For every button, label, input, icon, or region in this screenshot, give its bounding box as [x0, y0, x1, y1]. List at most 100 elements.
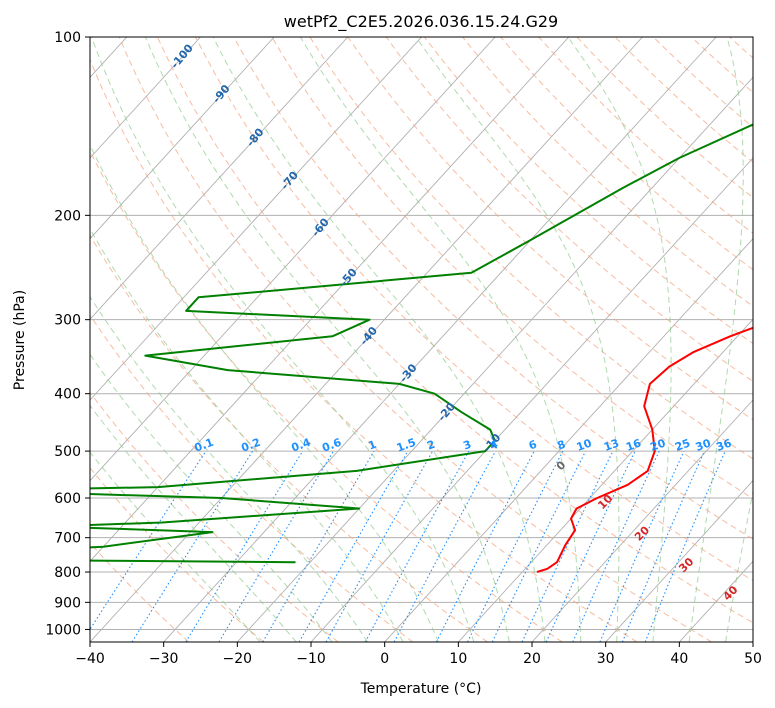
x-tick-label: −30: [149, 651, 179, 667]
mixing-ratio-label: 20: [648, 436, 667, 454]
x-tick-label: 20: [523, 651, 541, 667]
moist-adiabat-line: [90, 404, 297, 642]
mixing-ratio-line: [218, 450, 334, 642]
mixing-ratio-line: [621, 450, 706, 642]
moist-adiabat-line: [725, 488, 753, 642]
moist-adiabat-line: [688, 37, 744, 642]
dry-adiabat-line: [90, 150, 563, 642]
mixing-ratio-line: [325, 450, 434, 642]
mixing-ratio-line: [364, 450, 470, 642]
mixing-ratio-label: 3: [461, 438, 473, 453]
x-tick-label: 0: [380, 651, 389, 667]
dry-adiabat-line: [309, 37, 753, 460]
mixing-ratio-label: 16: [624, 436, 643, 454]
mixing-ratio-label: 8: [556, 438, 568, 453]
x-tick-label: 50: [744, 651, 762, 667]
dry-adiabat-line: [90, 391, 339, 642]
x-tick-label: −20: [223, 651, 253, 667]
y-ticks: 100 200 300 400 500 600 700 800 900 1000: [45, 30, 90, 638]
y-tick-label: 900: [54, 595, 81, 611]
dry-adiabat-line: [156, 37, 753, 624]
dewpoint-profile-line: [90, 123, 753, 564]
background-grid: [90, 37, 753, 642]
moist-adiabat-line: [90, 451, 261, 642]
moist-adiabat-line: [91, 37, 475, 642]
x-axis-label: Temperature (°C): [360, 681, 482, 697]
mixing-ratio-label: 0.6: [320, 436, 343, 455]
dry-adiabat-line: [500, 37, 753, 271]
x-tick-label: 10: [449, 651, 467, 667]
moist-adiabat-line: [90, 143, 439, 642]
y-tick-label: 200: [54, 208, 81, 224]
mixing-ratio-line: [298, 450, 409, 642]
y-tick-label: 1000: [45, 622, 81, 638]
moist-adiabat-line: [144, 37, 510, 642]
isotherm-line: [384, 237, 753, 642]
mixing-ratio-label: 30: [694, 436, 713, 454]
chart-title: wetPf2_C2E5.2026.036.15.24.G29: [284, 12, 558, 32]
y-tick-label: 400: [54, 387, 81, 403]
dry-adiabat-line: [233, 37, 753, 540]
moist-adiabat-line: [90, 353, 333, 642]
mixing-ratio-label: 2: [425, 438, 437, 453]
dry-adiabat-line: [347, 37, 753, 421]
mixing-ratio-label: 0.4: [290, 436, 313, 455]
dry-adiabat-line: [538, 37, 753, 234]
mixing-ratio-line: [521, 450, 614, 642]
isotherm-line: [163, 37, 717, 642]
x-ticks: −40 −30 −20 −10 0 10 20 30 40 50: [75, 642, 762, 667]
plot-frame: [89, 36, 754, 643]
y-tick-label: 300: [54, 313, 81, 329]
mixing-ratio-line: [491, 450, 587, 642]
y-tick-label: 700: [54, 531, 81, 547]
mixing-ratio-label: 36: [715, 436, 734, 454]
x-tick-label: 30: [597, 651, 615, 667]
mixing-ratio-label: 1: [367, 438, 379, 453]
mixing-ratio-line: [572, 450, 660, 642]
moist-adiabat-line: [415, 37, 620, 642]
y-tick-label: 600: [54, 491, 81, 507]
y-axis-label: Pressure (hPa): [12, 290, 28, 390]
temperature-profile-line: [536, 326, 753, 573]
mixing-ratio-label: 4: [488, 438, 500, 453]
isotherm-line: [605, 479, 753, 642]
mixing-ratio-label: 0.2: [240, 436, 263, 455]
mixing-ratio-label: 1.5: [395, 436, 418, 455]
isotherm-line: [90, 37, 201, 159]
dry-adiabat-line: [118, 37, 712, 642]
x-tick-label: −10: [296, 651, 326, 667]
isotherm-line: [237, 76, 753, 642]
y-tick-label: 500: [54, 444, 81, 460]
profile-series: [90, 123, 753, 573]
mixing-ratio-line: [545, 450, 636, 642]
dry-adiabat-line: [385, 37, 753, 382]
dry-adiabat-line: [90, 314, 414, 642]
isotherm-line: [90, 37, 349, 321]
x-tick-label: 40: [670, 651, 688, 667]
mixing-ratio-line: [262, 450, 375, 642]
mixing-ratio-label: 10: [575, 436, 594, 454]
isotherm-line: [458, 318, 753, 642]
isotherm-line: [90, 37, 643, 642]
moist-adiabat-line: [90, 227, 404, 642]
mixing-ratio-label: 13: [602, 436, 621, 453]
isotherm-line: [90, 37, 422, 401]
y-tick-label: 100: [54, 30, 81, 46]
isotherm-line: [531, 399, 753, 642]
dry-adiabat-line: [195, 37, 753, 582]
y-tick-label: 800: [54, 565, 81, 581]
mixing-ratio-line: [131, 450, 254, 642]
isotherm-line: [90, 37, 275, 240]
mixing-ratio-label: 6: [527, 438, 539, 453]
x-tick-label: −40: [75, 651, 105, 667]
mixing-ratio-label: 0.1: [193, 436, 216, 455]
mixing-ratio-label: 25: [673, 436, 692, 453]
dry-adiabat-line: [576, 37, 753, 199]
moist-adiabat-line: [212, 37, 546, 642]
moist-adiabat-line: [299, 37, 582, 642]
moist-adiabat-line: [567, 37, 672, 642]
mixing-ratio-line: [185, 450, 304, 642]
dry-adiabat-line: [424, 37, 753, 345]
isotherm-line: [90, 37, 496, 482]
